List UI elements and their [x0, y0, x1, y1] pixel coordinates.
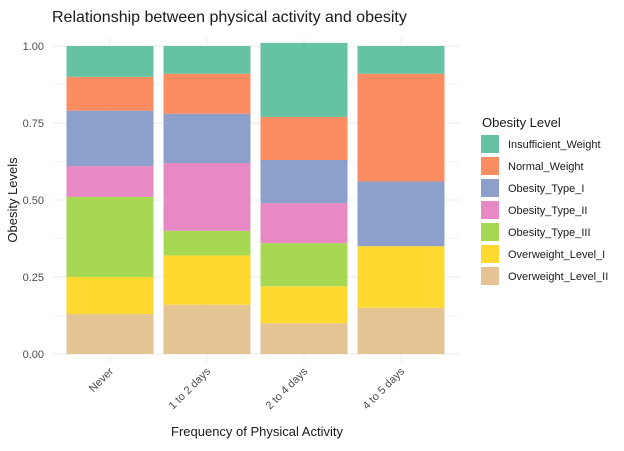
bar-segment: [163, 113, 251, 164]
legend-swatch: [481, 157, 499, 175]
legend-label: Obesity_Type_II: [508, 205, 588, 217]
legend-items: Insufficient_Weight Normal_Weight Obesity_…: [481, 135, 608, 285]
y-axis-title: Obesity Levels: [5, 157, 20, 243]
legend-label: Normal_Weight: [508, 161, 584, 173]
legend-swatch: [481, 267, 499, 285]
bar-segment: [66, 76, 154, 111]
legend-swatch: [481, 245, 499, 263]
legend-title: Obesity Level: [482, 115, 561, 130]
bar-segment: [260, 159, 348, 204]
y-tick-label: 0.75: [23, 118, 44, 130]
bars: [66, 42, 445, 354]
x-tick-label: 4 to 5 days: [361, 365, 408, 412]
bar-segment: [260, 116, 348, 160]
bar-segment: [66, 313, 154, 354]
bar-segment: [163, 163, 251, 231]
bar-segment: [357, 307, 445, 354]
bar-segment: [163, 46, 251, 74]
bar-segment: [66, 110, 154, 167]
bar-segment: [357, 46, 445, 74]
legend-label: Overweight_Level_I: [508, 249, 605, 261]
legend-swatch: [481, 201, 499, 219]
legend: Obesity Level Insufficient_Weight Normal_…: [481, 115, 608, 285]
y-tick-label: 0.25: [23, 272, 44, 284]
bar-segment: [163, 73, 251, 114]
x-tick-label: Never: [87, 365, 116, 394]
x-tick-label: 1 to 2 days: [167, 365, 214, 412]
bar-segment: [260, 286, 348, 324]
legend-label: Insufficient_Weight: [508, 139, 601, 151]
y-axis-ticks: 0.00 0.25 0.50 0.75 1.00: [23, 41, 44, 361]
bar-segment: [66, 277, 154, 314]
legend-swatch: [481, 135, 499, 153]
bar-segment: [260, 42, 348, 117]
y-tick-label: 1.00: [23, 41, 44, 53]
bar-segment: [66, 46, 154, 77]
y-tick-label: 0.50: [23, 195, 44, 207]
legend-label: Obesity_Type_I: [508, 183, 584, 195]
legend-label: Overweight_Level_II: [508, 271, 608, 283]
bar-segment: [357, 73, 445, 182]
bar-segment: [163, 230, 251, 256]
bar-segment: [66, 166, 154, 197]
bar-segment: [66, 196, 154, 277]
y-tick-label: 0.00: [23, 349, 44, 361]
bar-segment: [163, 255, 251, 305]
bar-segment: [357, 181, 445, 247]
bar-segment: [163, 304, 251, 354]
x-tick-label: 2 to 4 days: [264, 365, 311, 412]
bar-segment: [260, 243, 348, 287]
legend-swatch: [481, 223, 499, 241]
x-axis-title: Frequency of Physical Activity: [171, 424, 343, 439]
x-axis-ticks: Never 1 to 2 days 2 to 4 days 4 to 5 days: [87, 365, 408, 412]
chart-title: Relationship between physical activity a…: [52, 9, 407, 26]
bar-segment: [357, 246, 445, 308]
legend-swatch: [481, 179, 499, 197]
legend-label: Obesity_Type_III: [508, 227, 591, 239]
bar-segment: [260, 203, 348, 244]
bar-segment: [260, 323, 348, 354]
